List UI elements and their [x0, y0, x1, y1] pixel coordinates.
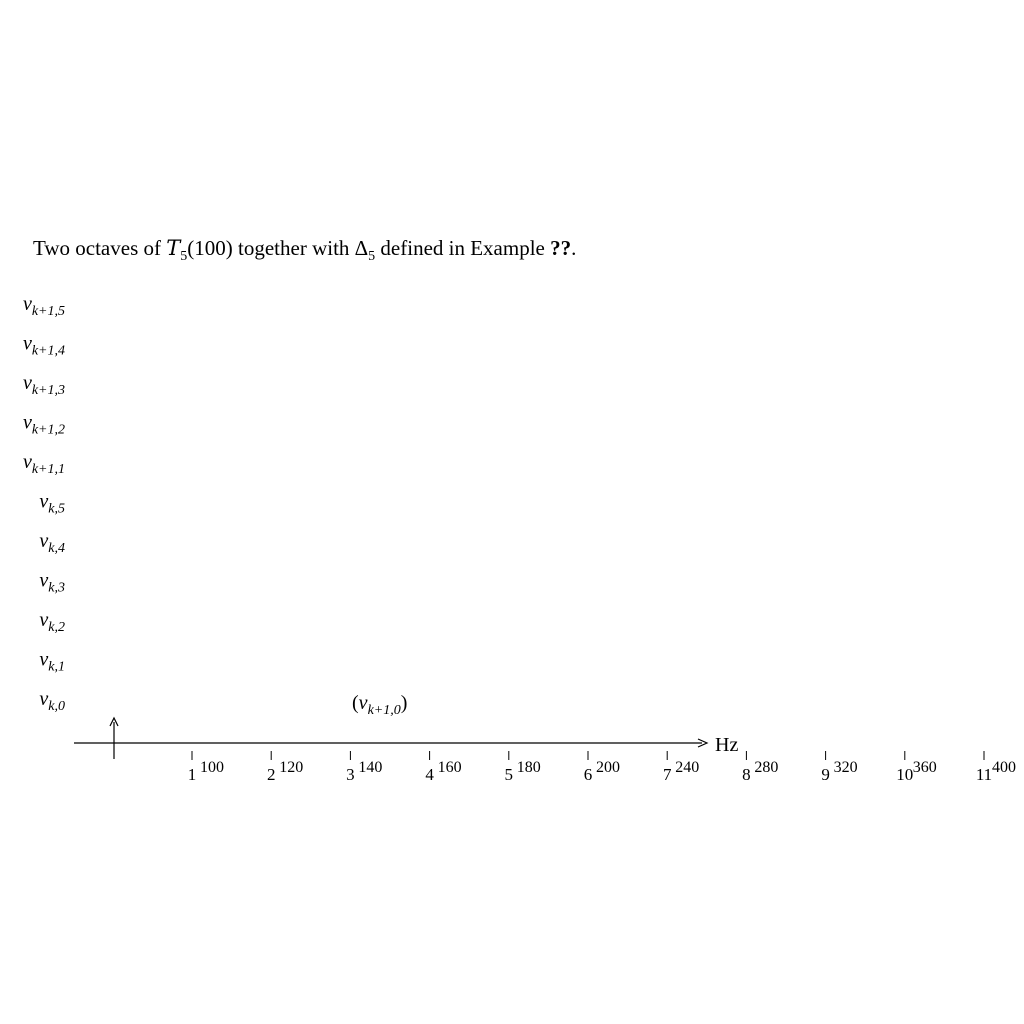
- axis-unit-label: Hz: [715, 734, 738, 756]
- caption-ref: ??: [550, 236, 572, 260]
- vertical-label-var: v: [39, 688, 48, 710]
- tick-index-label: 11: [976, 765, 992, 784]
- tick-hz-label: 180: [517, 759, 541, 776]
- vertical-label: vk,2: [39, 609, 65, 635]
- vertical-label-var: v: [39, 570, 48, 592]
- vertical-label-sub: k,1: [48, 660, 65, 675]
- vertical-label: vk+1,3: [23, 372, 65, 398]
- point-label: (vk+1,0): [352, 692, 407, 718]
- tick-hz-label: 100: [200, 759, 224, 776]
- tick-hz-label: 140: [358, 759, 382, 776]
- tick-hz-label: 360: [913, 759, 937, 776]
- tick-index-label: 1: [188, 765, 197, 784]
- caption-delta-subscript: 5: [368, 249, 376, 265]
- caption-suffix: defined in Example: [375, 236, 551, 260]
- tick-index-label: 9: [821, 765, 830, 784]
- vertical-label: vk+1,2: [23, 412, 65, 438]
- vertical-label: vk,4: [39, 530, 65, 556]
- tick-hz-label: 120: [279, 759, 303, 776]
- tick-index-label: 2: [267, 765, 276, 784]
- vertical-label-var: v: [39, 530, 48, 552]
- vertical-label: vk,0: [39, 688, 65, 714]
- vertical-label-sub: k+1,4: [32, 344, 65, 359]
- vertical-label-sub: k,3: [48, 581, 65, 596]
- vertical-label: vk,5: [39, 491, 65, 517]
- tick-hz-label: 280: [754, 759, 778, 776]
- vertical-label-sub: k+1,3: [32, 383, 65, 398]
- figure-caption: Two octaves of T5(100) together with Δ5 …: [33, 236, 576, 265]
- point-label-open: (: [352, 692, 359, 714]
- vertical-label-var: v: [23, 451, 32, 473]
- tick-hz-label: 240: [675, 759, 699, 776]
- point-label-var: v: [359, 692, 368, 714]
- vertical-label-var: v: [23, 333, 32, 355]
- vertical-label: vk+1,1: [23, 451, 65, 477]
- caption-prefix: Two octaves of: [33, 236, 167, 260]
- vertical-label: vk+1,4: [23, 333, 65, 359]
- vertical-label-var: v: [39, 649, 48, 671]
- tick-hz-label: 400: [992, 759, 1016, 776]
- caption-end: .: [571, 236, 577, 260]
- tick-index-label: 10: [896, 765, 913, 784]
- vertical-label-var: v: [23, 293, 32, 315]
- caption-t-symbol: T: [166, 236, 181, 260]
- vertical-label-sub: k+1,1: [32, 462, 65, 477]
- horizontal-axis-arrowhead: [697, 738, 709, 748]
- vertical-label-sub: k,5: [48, 502, 65, 517]
- vertical-label-var: v: [23, 412, 32, 434]
- tick-index-label: 3: [346, 765, 355, 784]
- tick-hz-label: 320: [834, 759, 858, 776]
- caption-middle: together with Δ: [232, 236, 369, 260]
- vertical-label-sub: k,4: [48, 541, 65, 556]
- caption-t-argument: (100): [187, 236, 233, 260]
- tick-hz-label: 200: [596, 759, 620, 776]
- vertical-label-sub: k+1,5: [32, 304, 65, 319]
- vertical-label: vk+1,5: [23, 293, 65, 319]
- point-label-close: ): [401, 692, 408, 714]
- point-label-sub: k+1,0: [368, 703, 401, 718]
- vertical-label-var: v: [39, 609, 48, 631]
- vertical-label: vk,1: [39, 649, 65, 675]
- tick-index-label: 4: [425, 765, 434, 784]
- tick-index-label: 5: [505, 765, 514, 784]
- vertical-label-sub: k+1,2: [32, 423, 65, 438]
- vertical-label-sub: k,0: [48, 699, 65, 714]
- vertical-label: vk,3: [39, 570, 65, 596]
- tick-index-label: 6: [584, 765, 593, 784]
- tick-index-label: 7: [663, 765, 672, 784]
- vertical-label-sub: k,2: [48, 620, 65, 635]
- tick-hz-label: 160: [438, 759, 462, 776]
- caption-t-subscript: 5: [180, 249, 188, 265]
- tick-index-label: 8: [742, 765, 751, 784]
- vertical-label-var: v: [39, 491, 48, 513]
- vertical-axis-arrowhead: [109, 716, 119, 727]
- axis-ticks: 1 100 2 120 3 140 4 160 5 180 6 200 7 240 8 280 9 320 10 36…: [188, 751, 1016, 784]
- vertical-label-var: v: [23, 372, 32, 394]
- vertical-labels: vk+1,5vk+1,4vk+1,3vk+1,2vk+1,1vk,5vk,4vk…: [23, 293, 65, 714]
